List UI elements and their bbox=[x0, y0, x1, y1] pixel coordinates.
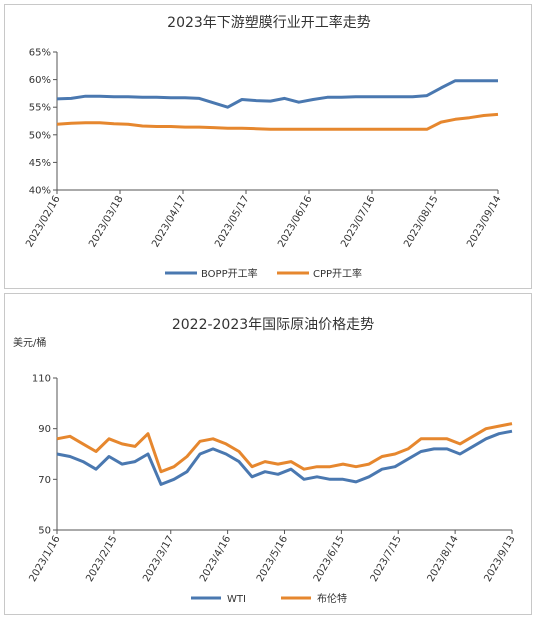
chart-panel-bottom: 2022-2023年国际原油价格走势 美元/桶 50 70 90 110 2023/1/… bbox=[4, 293, 532, 615]
x-tick-label: 2023/03/18 bbox=[87, 194, 125, 249]
y-tick-label: 110 bbox=[32, 374, 51, 385]
x-tick-label: 2023/2/15 bbox=[84, 534, 119, 584]
x-tick-label: 2023/04/17 bbox=[150, 194, 188, 249]
legend-label-brent: 布伦特 bbox=[317, 592, 347, 605]
x-tick-label: 2023/7/15 bbox=[369, 534, 404, 584]
x-tick-label: 2023/09/14 bbox=[465, 194, 503, 249]
x-tick-label: 2023/06/16 bbox=[276, 194, 314, 249]
legend-label-wti: WTI bbox=[227, 594, 246, 605]
x-tick-label: 2023/1/16 bbox=[27, 534, 62, 584]
x-tick-label: 2023/05/17 bbox=[213, 194, 251, 249]
y-tick-label: 90 bbox=[38, 424, 51, 435]
legend-label-bopp: BOPP开工率 bbox=[201, 267, 258, 280]
x-tick-label: 2023/5/16 bbox=[255, 534, 290, 584]
y-axis-label: 美元/桶 bbox=[13, 336, 46, 349]
chart-title: 2023年下游塑膜行业开工率走势 bbox=[167, 14, 371, 31]
y-tick-label: 45% bbox=[29, 158, 51, 169]
y-tick-label: 50 bbox=[38, 526, 51, 537]
y-tick-label: 60% bbox=[29, 75, 51, 86]
x-tick-label: 2023/3/17 bbox=[141, 534, 176, 584]
y-tick-label: 40% bbox=[29, 186, 51, 197]
series-line-1 bbox=[56, 429, 513, 486]
y-tick-label: 55% bbox=[29, 103, 51, 114]
x-tick-label: 2023/9/13 bbox=[482, 534, 517, 584]
crude-oil-price-chart: 2022-2023年国际原油价格走势 美元/桶 50 70 90 110 2023/1/… bbox=[13, 317, 518, 605]
series-line-1 bbox=[56, 79, 498, 109]
series-line-2 bbox=[56, 112, 499, 131]
operating-rate-chart: 2023年下游塑膜行业开工率走势 40% 45% 50% 55% 60% 65% 2023/… bbox=[24, 14, 503, 280]
chart-title: 2022-2023年国际原油价格走势 bbox=[172, 317, 374, 333]
y-tick-label: 70 bbox=[38, 475, 51, 486]
x-tick-label: 2023/8/14 bbox=[426, 534, 461, 584]
x-tick-label: 2023/6/15 bbox=[312, 534, 347, 584]
chart-panel-top: 2023年下游塑膜行业开工率走势 40% 45% 50% 55% 60% 65% 2023/… bbox=[4, 4, 532, 289]
x-tick-label: 2023/02/16 bbox=[24, 194, 62, 249]
x-tick-label: 2023/07/16 bbox=[339, 194, 377, 249]
y-tick-label: 65% bbox=[29, 48, 51, 59]
y-tick-label: 50% bbox=[29, 130, 51, 141]
x-tick-label: 2023/4/16 bbox=[198, 534, 233, 584]
legend-label-cpp: CPP开工率 bbox=[313, 267, 362, 280]
x-tick-label: 2023/08/15 bbox=[402, 194, 440, 249]
series-line-2 bbox=[56, 422, 513, 474]
